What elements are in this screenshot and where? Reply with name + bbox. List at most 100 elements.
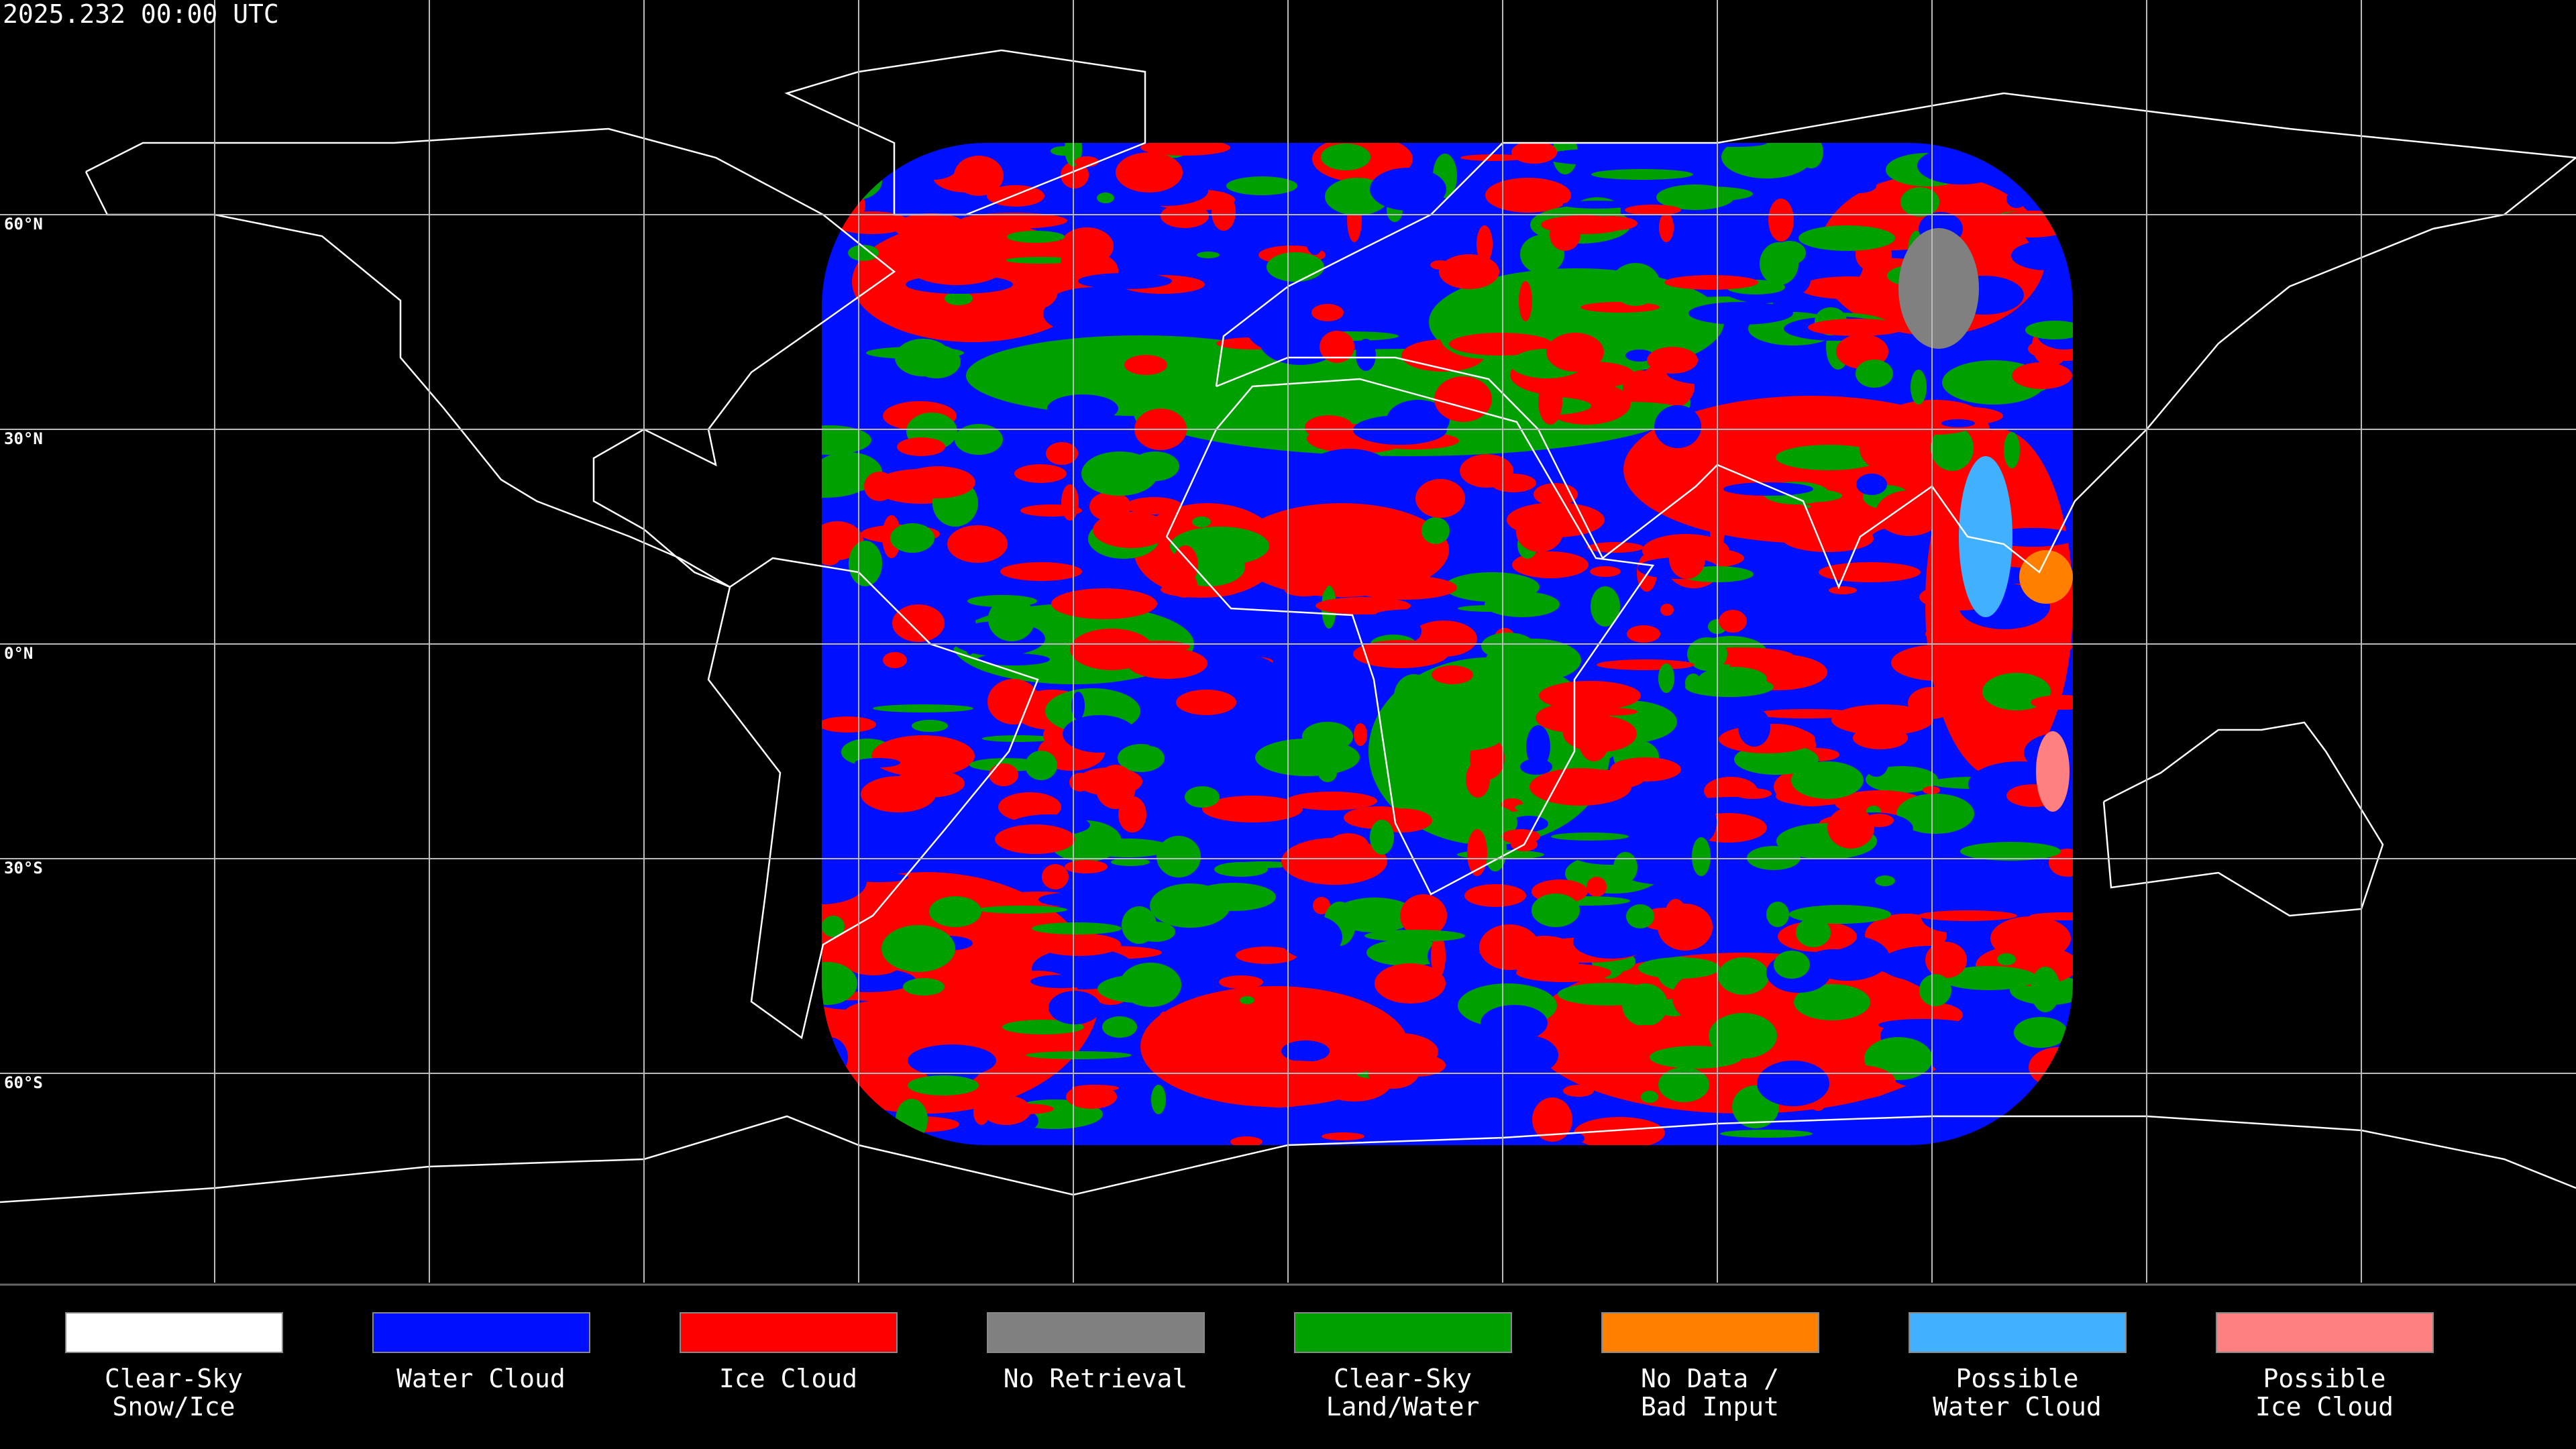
- cloud-patch: [871, 735, 975, 777]
- cloud-patch: [1077, 767, 1142, 796]
- cloud-patch: [2004, 432, 2020, 468]
- cloud-patch: [1366, 939, 1448, 966]
- cloud-patch: [1051, 146, 1076, 156]
- cloud-patch: [995, 824, 1075, 854]
- cloud-patch: [1654, 405, 1701, 448]
- legend-swatch: [1909, 1312, 2127, 1353]
- cloud-patch: [859, 1032, 884, 1059]
- cloud-patch: [1782, 525, 1874, 552]
- cloud-patch: [1919, 974, 1951, 1006]
- cloud-patch: [1546, 333, 1604, 372]
- cloud-patch: [1019, 272, 1058, 309]
- cloud-patch: [1032, 922, 1122, 934]
- cloud-patch: [1026, 1051, 1132, 1059]
- cloud-patch: [1563, 1085, 1594, 1097]
- cloud-patch: [1878, 1019, 1968, 1031]
- cloud-patch: [1171, 572, 1197, 598]
- cloud-patch: [1197, 252, 1220, 258]
- legend-label: No Data /: [1641, 1364, 1779, 1393]
- cloud-patch: [1148, 741, 1224, 749]
- cloud-patch: [1941, 419, 1975, 427]
- cloud-patch: [996, 1104, 1054, 1114]
- cloud-patch: [945, 292, 973, 305]
- cloud-patch: [1184, 506, 1240, 522]
- cloud-patch: [1511, 143, 1557, 164]
- cloud-patch: [912, 720, 948, 732]
- cloud-patch: [1688, 302, 1793, 325]
- cloud-patch: [1597, 659, 1695, 670]
- cloud-patch: [1140, 143, 1230, 156]
- cloud-patch: [1049, 287, 1143, 318]
- cloud-patch: [1423, 1030, 1501, 1051]
- cloud-patch: [2036, 731, 2070, 812]
- cloud-patch: [1014, 464, 1067, 483]
- cloud-patch: [1572, 845, 1648, 865]
- cloud-patch: [1704, 143, 1767, 147]
- legend-label: Ice Cloud: [719, 1364, 857, 1393]
- cloud-patch: [1610, 757, 1681, 782]
- cloud-patch: [873, 704, 973, 712]
- cloud-patch: [1896, 794, 1974, 834]
- coastline: [707, 557, 1039, 1040]
- cloud-patch: [1766, 902, 1789, 927]
- cloud-patch: [881, 377, 910, 398]
- cloud-patch: [1797, 399, 1829, 431]
- cloud-patch: [1364, 930, 1465, 942]
- latitude-label: 60°N: [4, 215, 43, 233]
- cloud-patch: [1150, 883, 1230, 928]
- legend-label: Possible: [1955, 1364, 2078, 1393]
- cloud-patch: [1669, 539, 1705, 579]
- cloud-patch: [1990, 916, 2071, 961]
- cloud-patch: [1831, 704, 1933, 735]
- cloud-patch: [1157, 1012, 1171, 1045]
- cloud-patch: [1399, 1006, 1477, 1018]
- cloud-patch: [1311, 304, 1344, 321]
- cloud-patch: [1685, 677, 1774, 697]
- cloud-patch: [822, 521, 863, 560]
- latitude-label: 0°N: [4, 644, 33, 663]
- cloud-patch: [955, 424, 1003, 455]
- cloud-patch: [844, 1000, 922, 1027]
- cloud-patch: [1615, 323, 1709, 331]
- cloud-patch: [890, 523, 934, 553]
- cloud-patch: [1306, 449, 1392, 493]
- cloud-patch: [1587, 877, 1607, 897]
- cloud-patch: [1485, 178, 1571, 213]
- cloud-patch: [1997, 953, 2016, 965]
- cloud-patch: [822, 962, 857, 1005]
- cloud-patch: [903, 978, 945, 996]
- cloud-patch: [1687, 802, 1717, 843]
- cloud-patch: [912, 345, 961, 378]
- cloud-patch: [1611, 263, 1660, 306]
- cloud-patch: [1664, 1013, 1688, 1032]
- cloud-patch: [966, 335, 1315, 416]
- cloud-patch: [1460, 454, 1513, 488]
- cloud-patch: [1485, 592, 1560, 617]
- latitude-label: 60°S: [4, 1073, 43, 1092]
- cloud-patch: [1658, 663, 1674, 693]
- cloud-patch: [822, 916, 845, 937]
- cloud-patch: [1898, 228, 1979, 349]
- cloud-patch: [1799, 225, 1895, 251]
- cloud-patch: [1900, 187, 1939, 217]
- graticule: [0, 0, 2576, 1283]
- cloud-patch: [1579, 724, 1609, 761]
- cloud-patch: [855, 758, 900, 767]
- cloud-patch: [1047, 394, 1118, 423]
- cloud-patch: [1647, 347, 1698, 374]
- cloud-patch: [980, 218, 1004, 229]
- coastline: [1165, 378, 1655, 896]
- cloud-patch: [1415, 479, 1465, 518]
- cloud-patch: [2006, 191, 2027, 208]
- cloud-patch: [1046, 442, 1078, 465]
- cloud-patch: [1127, 648, 1208, 679]
- cloud-patch: [1532, 894, 1580, 927]
- cloud-patch: [1605, 522, 1650, 545]
- cloud-patch: [1526, 725, 1550, 768]
- cloud-patch: [1157, 836, 1201, 877]
- cloud-patch: [1519, 281, 1532, 321]
- cloud-patch: [1007, 231, 1065, 243]
- cloud-patch: [1955, 1071, 1998, 1097]
- cloud-patch: [1202, 796, 1303, 822]
